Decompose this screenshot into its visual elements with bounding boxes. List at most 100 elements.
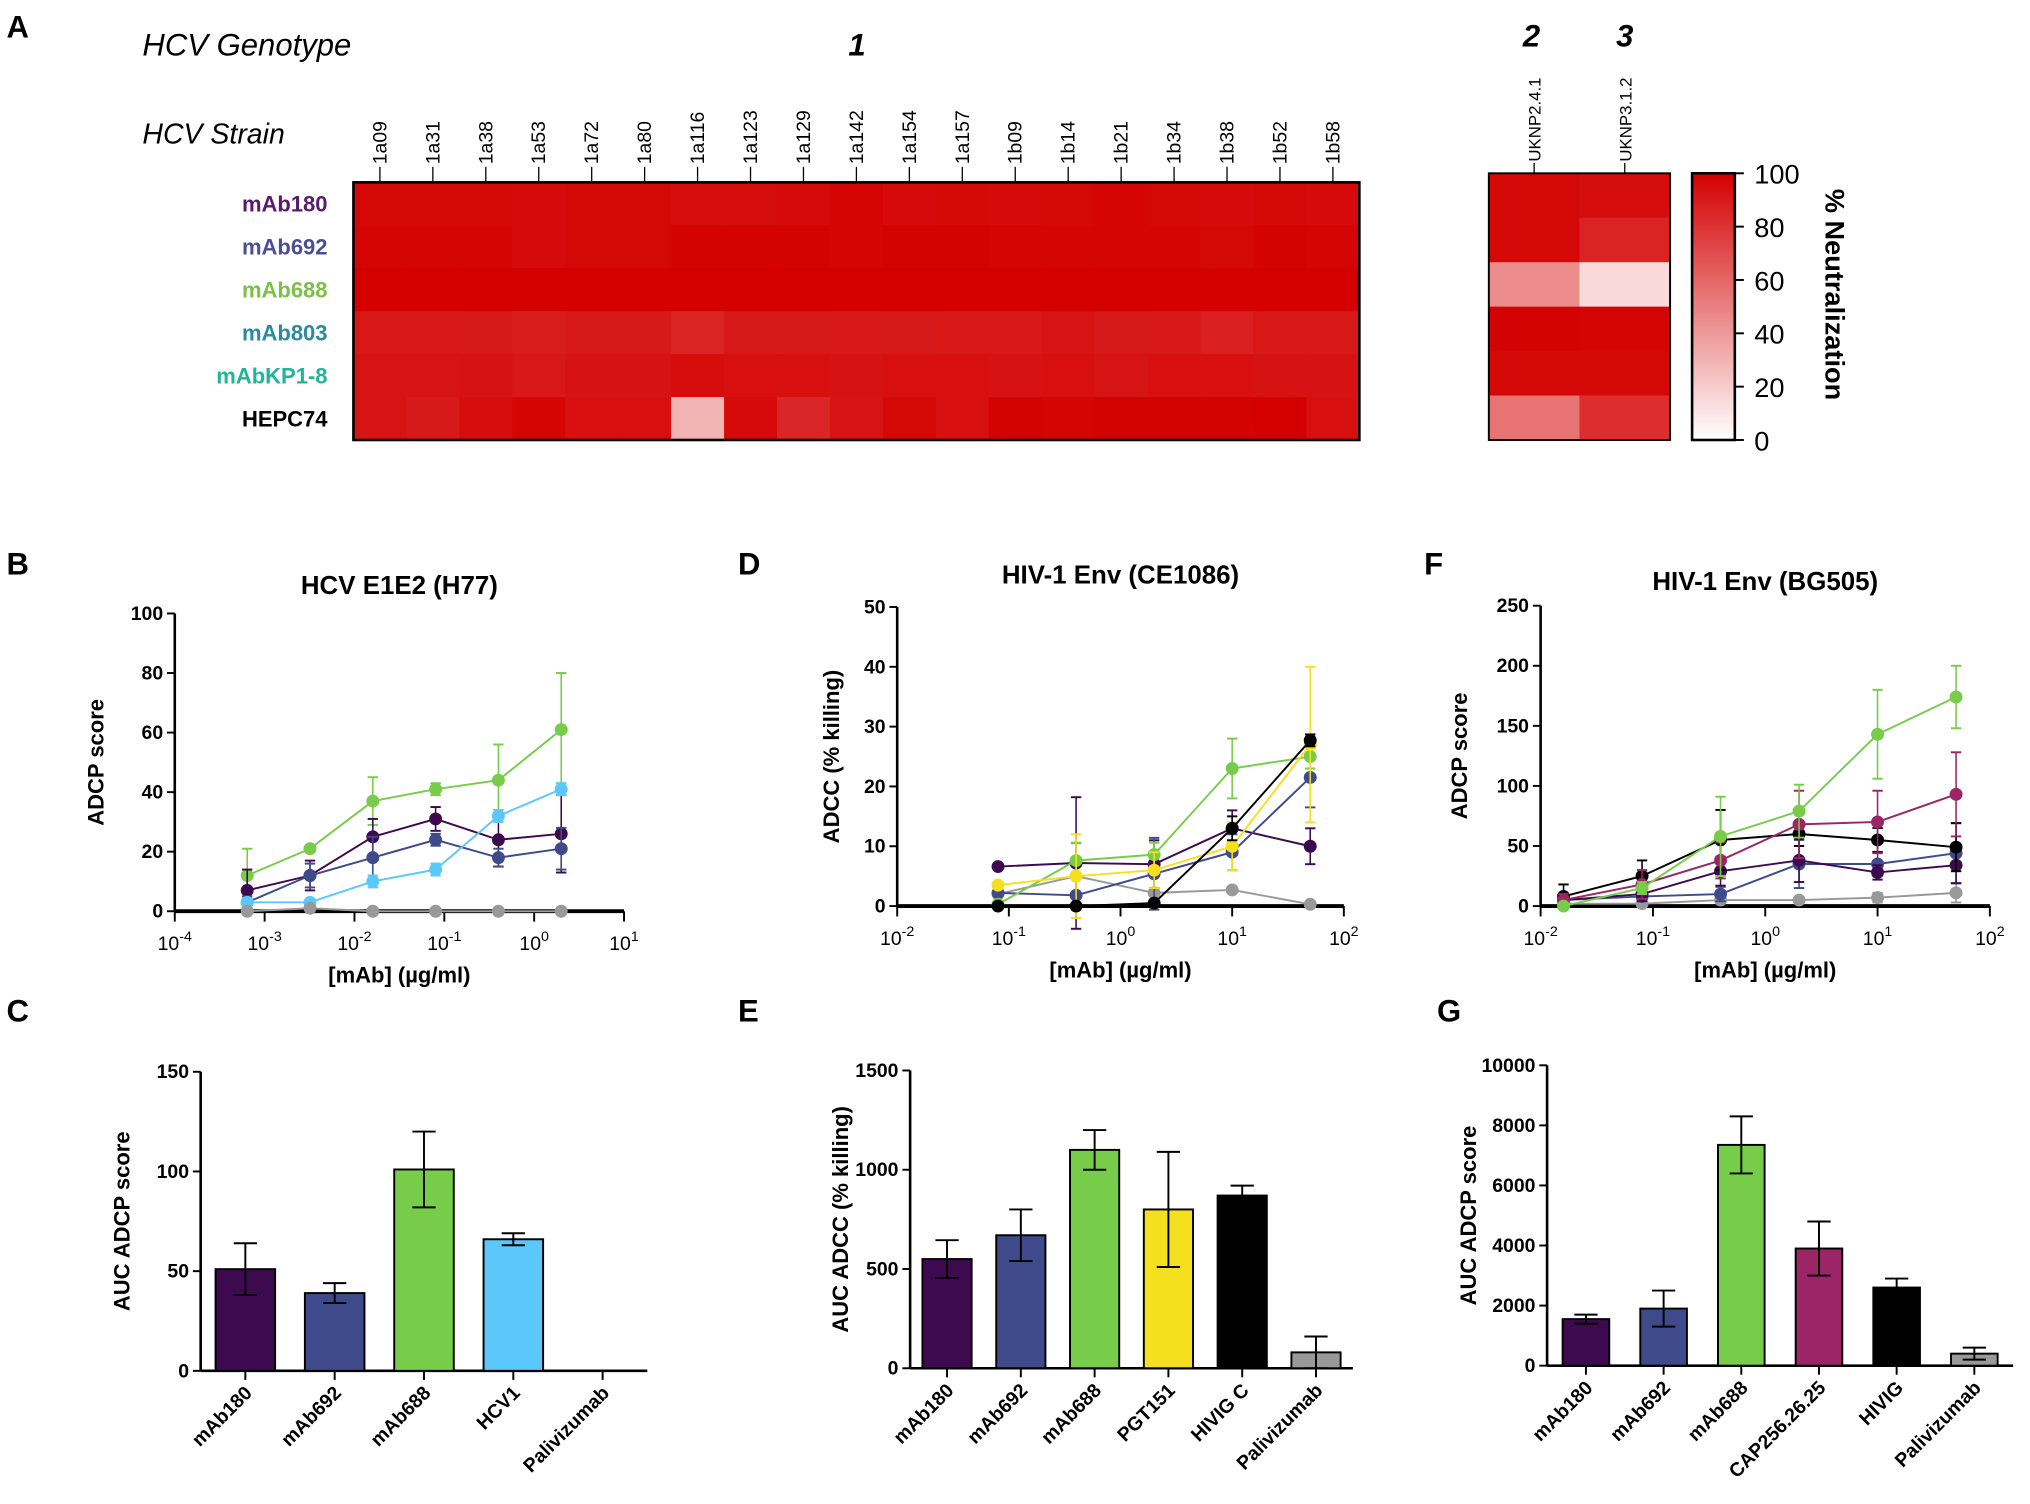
y-tick-label: 6000 <box>1492 1175 1535 1197</box>
series-2 <box>240 826 568 910</box>
heatmap-cell <box>1094 354 1148 398</box>
heatmap-cell <box>512 268 566 312</box>
data-point <box>991 860 1005 874</box>
data-point <box>1714 829 1728 843</box>
data-point <box>366 904 380 918</box>
tick-base: 10 <box>1217 928 1239 950</box>
y-tick-label: 0 <box>875 896 886 918</box>
column-label: 1b09 <box>1005 121 1027 164</box>
row-label: mAb803 <box>242 320 328 345</box>
data-point <box>554 842 568 856</box>
tick-exponent: -2 <box>902 924 915 940</box>
strain-header: HCV Strain <box>142 119 284 151</box>
data-point <box>429 833 443 847</box>
heatmap-cell <box>988 182 1043 226</box>
heatmap-cell <box>459 268 513 312</box>
data-point <box>1225 821 1239 835</box>
heatmap-cell <box>671 354 725 398</box>
series-line <box>247 788 562 904</box>
column-label: 1b21 <box>1111 121 1133 164</box>
heatmap-cell <box>1488 217 1580 263</box>
y-tick-label: 0 <box>1518 896 1529 918</box>
heatmap-cell <box>1306 311 1360 355</box>
heatmap-cell <box>618 354 672 398</box>
column-label: 1a123 <box>740 110 762 164</box>
heatmap-cell <box>406 268 460 312</box>
heatmap-cell <box>1488 306 1580 352</box>
heatmap-cell <box>1253 397 1307 441</box>
heatmap-cell <box>988 225 1043 269</box>
tick-exponent: 1 <box>631 929 639 945</box>
heatmap-cell <box>1306 268 1360 312</box>
series-line <box>1563 859 1957 902</box>
series-line <box>1563 833 1957 898</box>
x-tick-label: mAb688 <box>366 1382 435 1451</box>
heatmap-cell <box>1253 268 1307 312</box>
heatmap-cell <box>776 182 831 226</box>
heatmap-cell <box>1579 173 1671 219</box>
tick-base: 10 <box>1329 928 1351 950</box>
y-tick-label: 500 <box>866 1258 898 1280</box>
data-point <box>303 842 317 856</box>
y-axis-label: ADCP score <box>1447 693 1472 820</box>
y-axis-label: ADCC (% killing) <box>819 670 844 844</box>
x-tick-label: 102 <box>1975 924 2005 950</box>
panel-letter: E <box>738 993 759 1028</box>
heatmap-cell <box>1041 182 1096 226</box>
heatmap-cell <box>935 311 990 355</box>
heatmap-cell <box>829 311 884 355</box>
heatmap-cell <box>406 311 460 355</box>
x-tick-label: PGT151 <box>1113 1379 1180 1446</box>
heatmap-cell <box>1488 262 1580 308</box>
x-tick-label: 10-1 <box>427 929 461 955</box>
data-point <box>1949 840 1963 854</box>
tick-exponent: -2 <box>359 929 372 945</box>
heatmap-cell <box>1253 311 1307 355</box>
heatmap-cell <box>882 268 937 312</box>
data-point <box>1069 899 1083 913</box>
series-line <box>1563 852 1957 902</box>
series-4 <box>991 665 1317 919</box>
x-tick-label: 10-4 <box>158 929 192 955</box>
data-point <box>240 895 254 909</box>
bar-chart-c: 0 50 100 150 AUC ADCP score mAb180 mAb692 mAb68… <box>109 1061 648 1477</box>
heatmap-cell <box>1147 182 1201 226</box>
heatmap-cell <box>1147 225 1201 269</box>
y-tick-label: 0 <box>178 1360 189 1382</box>
heatmap-cell <box>565 397 619 441</box>
heatmap-cell <box>1041 397 1096 441</box>
y-tick-label: 40 <box>864 656 886 678</box>
column-label: UKNP2.4.1 <box>1526 77 1545 161</box>
y-tick-label: 100 <box>131 603 163 625</box>
tick-exponent: 2 <box>1351 924 1359 940</box>
chart-title: HCV E1E2 (H77) <box>301 572 498 600</box>
series-4 <box>240 901 568 918</box>
heatmap-cell <box>512 397 566 441</box>
tick-exponent: -2 <box>1545 924 1558 940</box>
heatmap-cell <box>1147 354 1201 398</box>
heatmap-cell <box>1579 306 1671 352</box>
y-tick-label: 10000 <box>1481 1055 1535 1077</box>
x-tick-label: 100 <box>1750 924 1780 950</box>
x-tick-label: mAb180 <box>889 1380 958 1449</box>
panel-letter: A <box>6 9 28 44</box>
y-tick-label: 10 <box>864 836 886 858</box>
heatmap-cell <box>618 311 672 355</box>
genotype-label: 1 <box>848 27 865 62</box>
y-tick-label: 100 <box>157 1161 189 1183</box>
heatmap-cell <box>776 268 831 312</box>
panel-letter: B <box>6 547 28 582</box>
x-tick-label: mAb688 <box>1037 1379 1106 1448</box>
bar <box>1872 1286 1921 1367</box>
x-tick-label: 10-2 <box>337 929 371 955</box>
x-axis-label: [mAb] (µg/ml) <box>1694 957 1836 982</box>
heatmap-cell <box>1253 182 1307 226</box>
heatmap-cell <box>1306 225 1360 269</box>
data-point <box>991 878 1005 892</box>
data-point <box>1714 887 1728 901</box>
column-label: 1b38 <box>1216 121 1238 164</box>
heatmap-cell <box>882 354 937 398</box>
y-tick-label: 2000 <box>1492 1295 1535 1317</box>
heatmap-cell <box>882 225 937 269</box>
